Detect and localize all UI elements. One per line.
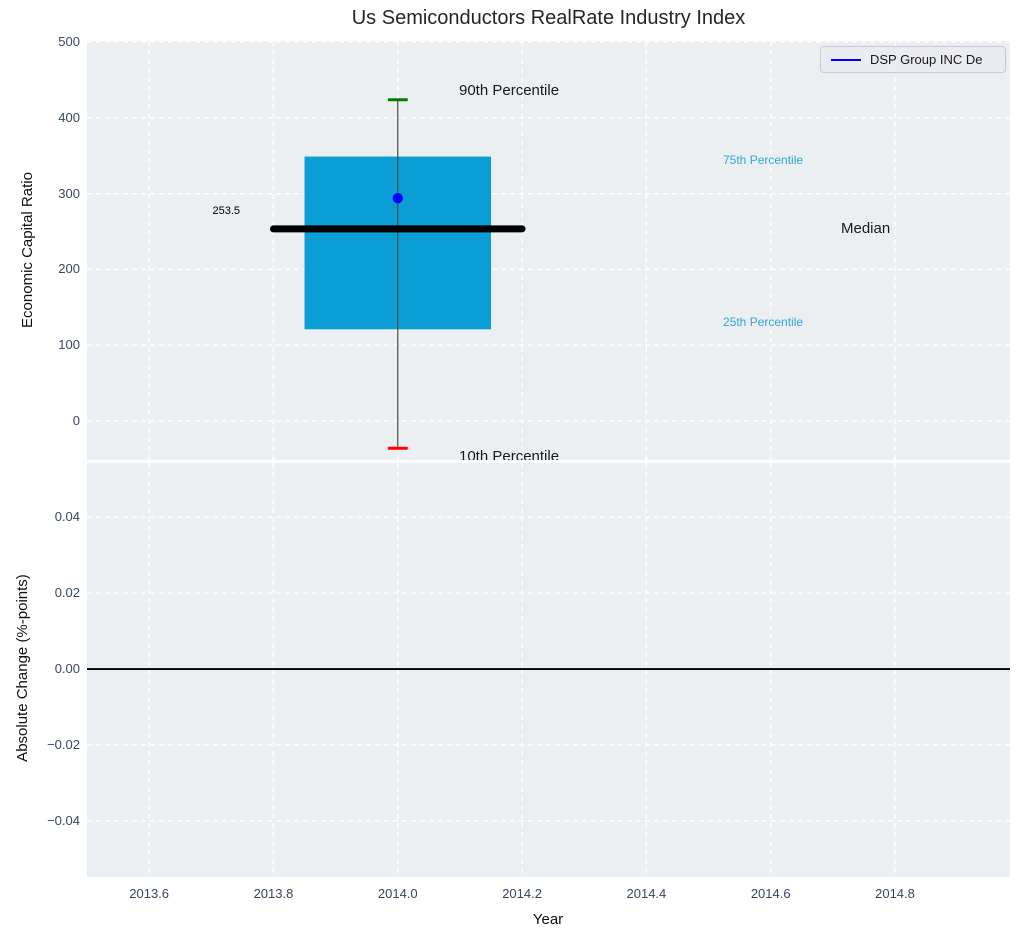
p10-label: 10th Percentile — [459, 448, 560, 460]
p25-label: 25th Percentile — [723, 315, 804, 329]
x-tick-label: 2013.6 — [129, 886, 170, 901]
x-axis-label: Year — [532, 911, 564, 928]
legend: DSP Group INC De — [820, 46, 1006, 73]
company-value-dot — [392, 193, 403, 204]
y-tick-label: 100 — [58, 337, 80, 353]
legend-line-sample-icon — [831, 58, 861, 61]
y-tick-label: 0.00 — [54, 661, 80, 677]
legend-series-label: DSP Group INC De — [870, 52, 983, 67]
p90-label: 90th Percentile — [459, 82, 560, 99]
y-tick-label: 400 — [58, 109, 80, 125]
y-tick-label: −0.02 — [47, 736, 80, 752]
x-tick-label: 2014.8 — [875, 886, 915, 901]
x-tick-label: 2014.4 — [626, 886, 667, 901]
y-tick-label: −0.04 — [47, 812, 80, 828]
y-tick-label: 200 — [58, 261, 80, 277]
change-plot-canvas — [87, 463, 1010, 877]
boxplot-canvas — [87, 41, 1010, 460]
y-axis-label-top: Economic Capital Ratio — [19, 172, 36, 328]
y-tick-label: 500 — [58, 34, 80, 50]
p75-label: 75th Percentile — [723, 153, 804, 167]
x-tick-label: 2014.0 — [377, 886, 418, 901]
chart-title: Us Semiconductors RealRate Industry Inde… — [351, 7, 746, 29]
y-tick-label: 300 — [58, 185, 80, 201]
bottom-plot-area — [87, 463, 1010, 877]
top-plot-area: 253.5 90th Percentile 75th Percentile Me… — [87, 41, 1010, 460]
x-tick-label: 2013.8 — [253, 886, 294, 901]
y-tick-label: 0.04 — [54, 509, 80, 525]
median-value-label: 253.5 — [212, 205, 240, 217]
x-tick-label: 2014.2 — [502, 886, 542, 901]
y-tick-label: 0 — [72, 412, 80, 428]
x-tick-label: 2014.6 — [750, 886, 791, 901]
y-tick-label: 0.02 — [54, 585, 80, 601]
median-label: Median — [841, 220, 891, 237]
